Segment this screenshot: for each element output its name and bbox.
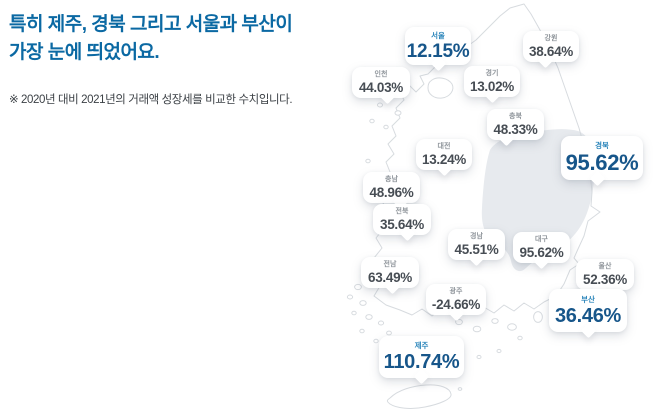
region-bubble-gangwon: 강원 38.64% [523, 31, 579, 69]
region-name: 광주 [449, 287, 463, 295]
region-bubble-gwangju: 광주 -24.66% [426, 284, 486, 322]
region-bubble-chungbuk: 충북 48.33% [487, 109, 544, 147]
region-value: 110.74% [383, 351, 460, 373]
region-name: 강원 [544, 34, 558, 42]
region-bubble-incheon: 인천 44.03% [352, 67, 410, 105]
jeju-island [386, 384, 452, 409]
region-name: 부산 [581, 294, 595, 304]
page-title-line2: 가장 눈에 띄었어요. [9, 42, 160, 63]
region-name: 충남 [385, 175, 398, 183]
region-bubble-jeonnam: 전남 63.49% [361, 257, 419, 295]
footnote-text: ※ 2020년 대비 2021년의 거래액 성장세를 비교한 수치입니다. [9, 94, 293, 106]
region-bubble-jeju: 제주 110.74% [379, 336, 464, 385]
region-name: 인천 [374, 70, 388, 78]
region-name: 제주 [414, 341, 429, 350]
region-bubble-ulsan: 울산 52.36% [576, 259, 634, 297]
region-name: 경기 [485, 69, 499, 77]
region-name: 전북 [395, 207, 409, 215]
region-value: 36.46% [554, 304, 622, 327]
region-name: 대구 [535, 235, 548, 243]
region-bubble-gyeonggi: 경기 13.02% [464, 66, 520, 104]
region-bubble-gyeongbuk: 경북 95.62% [561, 136, 643, 187]
region-value: 38.64% [529, 43, 573, 59]
mainland-outline [371, 3, 601, 317]
region-bubble-busan: 부산 36.46% [549, 289, 627, 339]
region-name: 울산 [598, 262, 612, 270]
region-value: 13.24% [422, 151, 466, 167]
region-bubble-daejeon: 대전 13.24% [416, 139, 472, 177]
region-value: 48.33% [493, 121, 538, 137]
region-value: 44.03% [359, 79, 403, 95]
region-bubble-jeonbuk: 전북 35.64% [373, 204, 431, 242]
region-value: 48.96% [369, 184, 414, 200]
page-title: 특히 제주, 경북 그리고 서울과 부산이 가장 눈에 띄었어요. [9, 11, 339, 67]
region-value: 35.64% [380, 216, 424, 232]
region-value: 95.62% [565, 150, 639, 175]
region-name: 전남 [383, 260, 397, 268]
region-name: 서울 [431, 30, 445, 40]
region-name: 경남 [470, 232, 483, 240]
region-bubble-gyeongnam: 경남 45.51% [448, 229, 505, 267]
region-value: -24.66% [431, 296, 481, 312]
page-title-line1: 특히 제주, 경북 그리고 서울과 부산이 [9, 14, 293, 35]
region-name: 충북 [509, 112, 522, 120]
region-bubble-seoul: 서울 12.15% [405, 27, 471, 72]
region-value: 95.62% [519, 244, 564, 260]
region-name: 대전 [437, 142, 451, 150]
region-value: 12.15% [406, 40, 470, 62]
islands [346, 92, 543, 391]
seoul-boundary [427, 77, 454, 99]
region-bubble-daegu: 대구 95.62% [513, 232, 570, 270]
region-bubble-chungnam: 충남 48.96% [363, 172, 420, 210]
region-value: 13.02% [470, 78, 514, 94]
region-value: 45.51% [454, 241, 499, 257]
region-value: 63.49% [368, 269, 412, 285]
region-value: 52.36% [583, 271, 627, 287]
region-name: 경북 [595, 141, 609, 150]
